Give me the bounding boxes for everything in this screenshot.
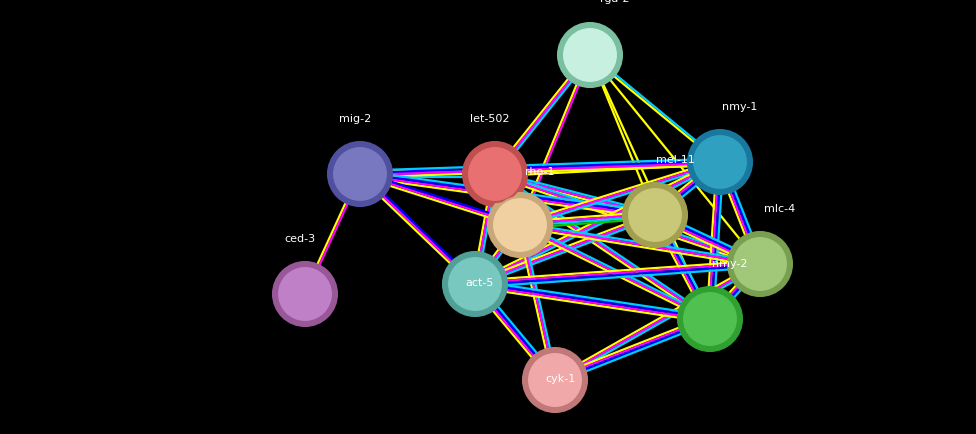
Text: mel-11: mel-11 (656, 155, 695, 165)
Text: rho-1: rho-1 (525, 167, 554, 177)
Text: rga-2: rga-2 (600, 0, 630, 4)
Circle shape (692, 134, 748, 190)
Circle shape (627, 187, 683, 243)
Circle shape (732, 236, 788, 292)
Circle shape (272, 261, 338, 327)
Circle shape (522, 347, 588, 413)
Circle shape (277, 266, 333, 322)
Circle shape (682, 291, 738, 347)
Circle shape (332, 146, 388, 202)
Text: mlc-4: mlc-4 (764, 204, 795, 214)
Circle shape (442, 251, 508, 317)
Text: nmy-1: nmy-1 (722, 102, 757, 112)
Circle shape (487, 192, 553, 258)
Text: let-502: let-502 (470, 114, 509, 124)
Circle shape (677, 286, 743, 352)
Circle shape (447, 256, 503, 312)
Text: mig-2: mig-2 (339, 114, 371, 124)
Circle shape (492, 197, 548, 253)
Circle shape (562, 27, 618, 83)
Text: act-5: act-5 (466, 278, 494, 288)
Circle shape (462, 141, 528, 207)
Circle shape (727, 231, 793, 297)
Circle shape (467, 146, 523, 202)
Circle shape (687, 129, 753, 195)
Text: nmy-2: nmy-2 (712, 259, 748, 269)
Circle shape (622, 182, 688, 248)
Circle shape (557, 22, 623, 88)
Circle shape (527, 352, 583, 408)
Circle shape (327, 141, 393, 207)
Text: cyk-1: cyk-1 (545, 374, 575, 384)
Text: ced-3: ced-3 (284, 234, 315, 244)
